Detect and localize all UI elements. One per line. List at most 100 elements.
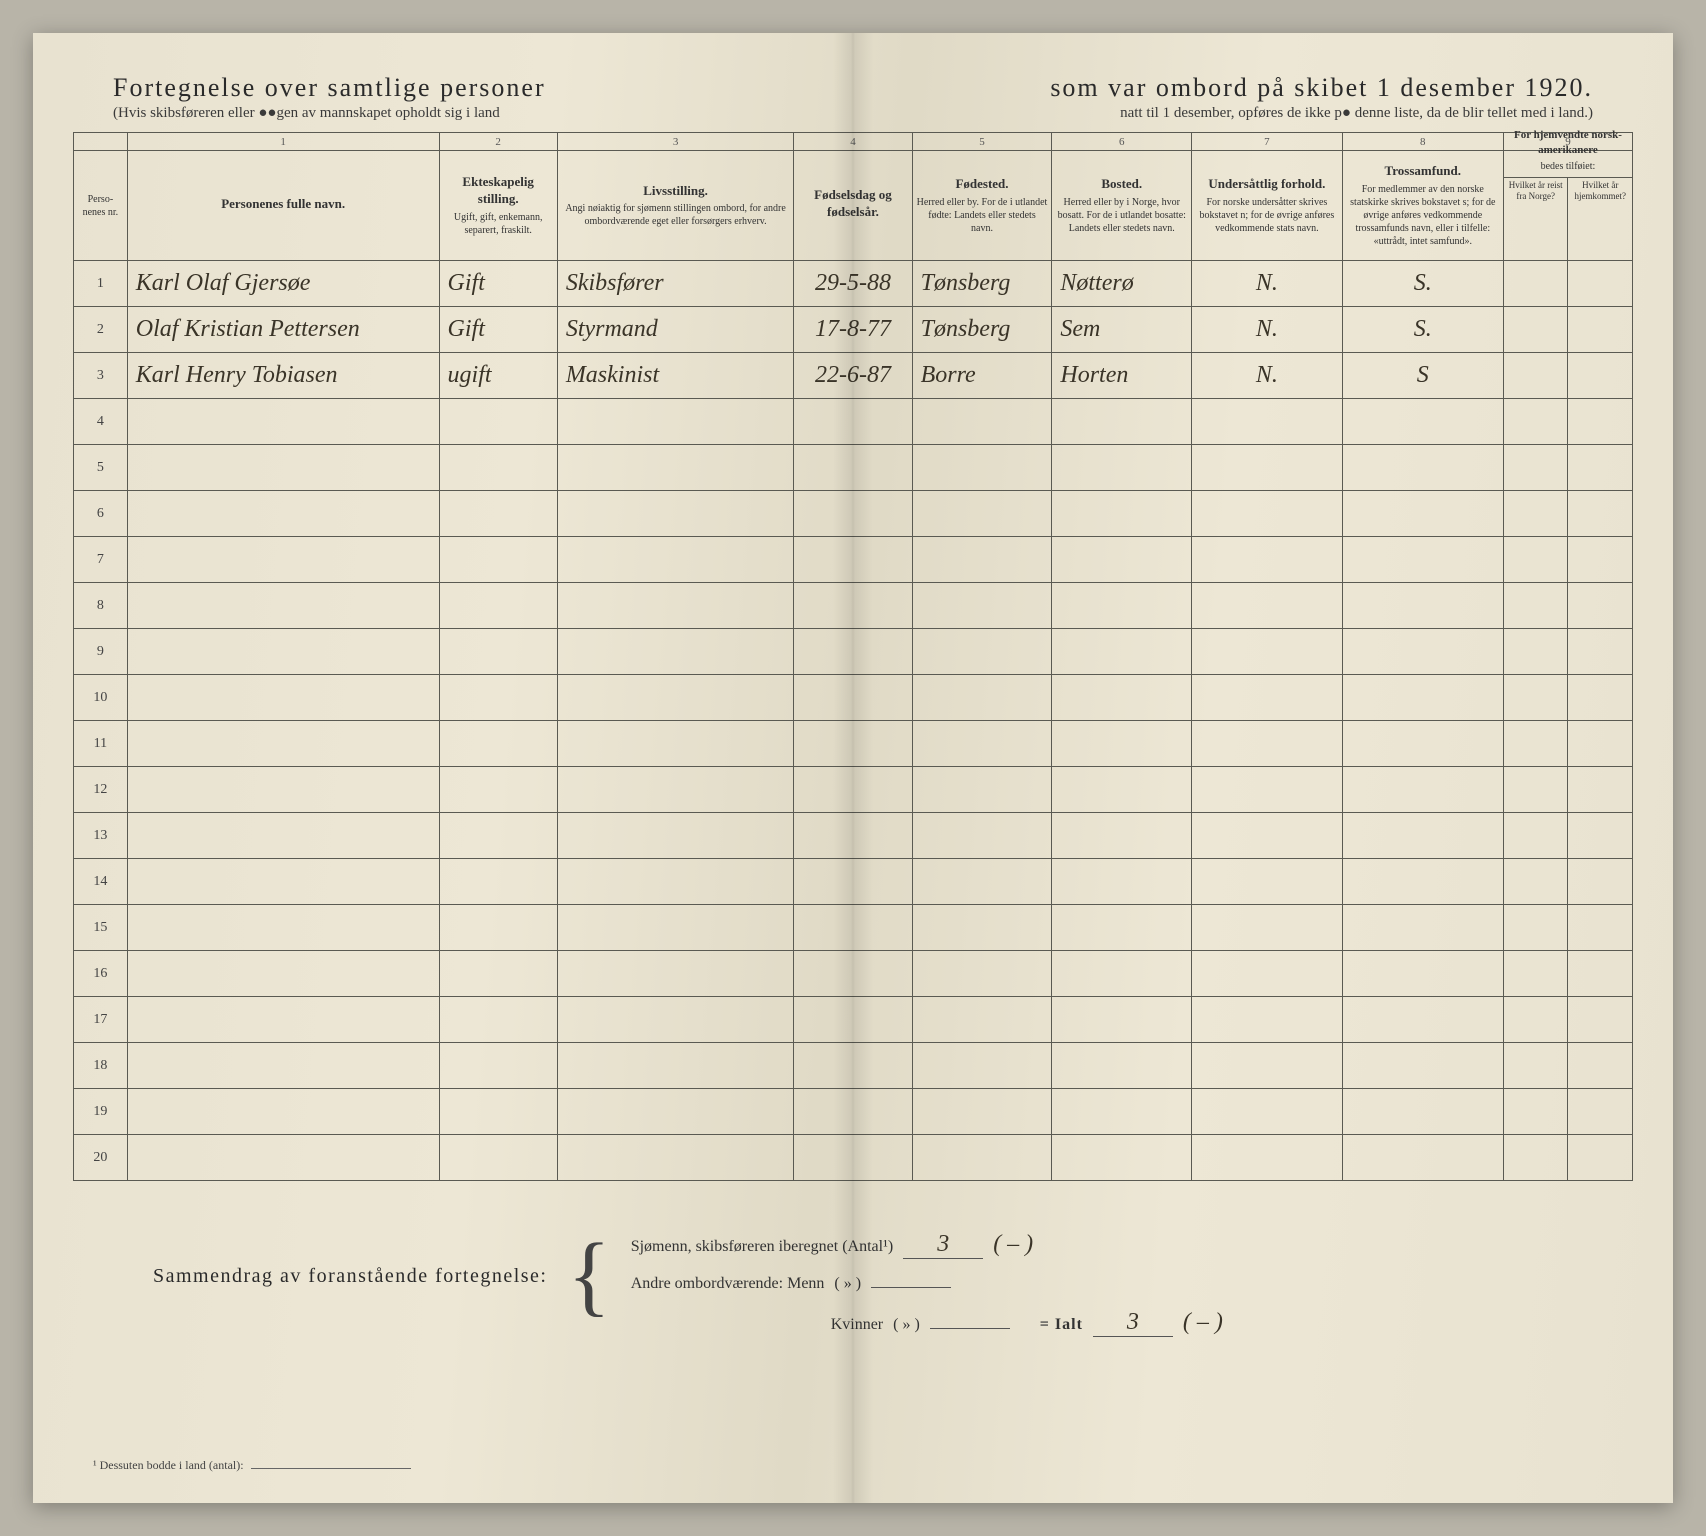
colnum-7: 7 [1192,133,1343,151]
cell-nationality [1192,583,1343,629]
subtitle-right: natt til 1 desember, opføres de ikke p● … [1120,105,1593,122]
cell-dob [794,1089,912,1135]
cell-residence [1052,859,1192,905]
cell-name [127,997,439,1043]
cell-emigrant [1503,491,1632,537]
header-name: Personenes fulle navn. [127,151,439,261]
summary-lines: Sjømenn, skibsføreren iberegnet (Antal¹)… [631,1231,1633,1337]
header-residence: Bosted. Herred eller by i Norge, hvor bo… [1052,151,1192,261]
colnum-6: 6 [1052,133,1192,151]
summary-ialt-suffix: ( – ) [1183,1309,1223,1336]
cell-nationality [1192,1089,1343,1135]
cell-occupation [557,629,794,675]
cell-name [127,905,439,951]
cell-faith [1342,399,1503,445]
table-row: 17 [74,997,1633,1043]
summary-line-men: Andre ombordværende: Menn ( » ) [631,1275,1633,1293]
summary-area: Sammendrag av foranstående fortegnelse: … [73,1231,1633,1337]
summary-men-label: Andre ombordværende: Menn [631,1275,825,1293]
cell-occupation [557,813,794,859]
cell-marital [439,767,557,813]
cell-marital: ugift [439,353,557,399]
row-number: 4 [74,399,128,445]
cell-residence [1052,583,1192,629]
cell-emigrant [1503,997,1632,1043]
summary-label: Sammendrag av foranstående fortegnelse: [153,1231,547,1288]
cell-marital [439,399,557,445]
cell-nationality [1192,445,1343,491]
cell-birthplace [912,1089,1052,1135]
header-nr-text: Perso- nenes nr. [78,193,123,219]
subtitle-left: (Hvis skibsføreren eller ●●gen av mannsk… [113,105,500,122]
colnum-4: 4 [794,133,912,151]
cell-nationality [1192,675,1343,721]
cell-nationality [1192,491,1343,537]
row-number: 16 [74,951,128,997]
cell-nationality [1192,813,1343,859]
summary-seamen-suffix: ( – ) [993,1231,1033,1258]
cell-birthplace [912,629,1052,675]
row-number: 1 [74,261,128,307]
cell-dob [794,629,912,675]
cell-occupation [557,721,794,767]
cell-nationality [1192,905,1343,951]
row-number: 15 [74,905,128,951]
cell-residence [1052,537,1192,583]
cell-faith [1342,905,1503,951]
cell-nationality [1192,951,1343,997]
table-row: 3Karl Henry TobiasenugiftMaskinist22-6-8… [74,353,1633,399]
cell-residence [1052,997,1192,1043]
cell-name [127,537,439,583]
cell-emigrant [1503,675,1632,721]
cell-dob [794,767,912,813]
cell-dob [794,399,912,445]
cell-residence [1052,445,1192,491]
row-number: 12 [74,767,128,813]
cell-faith [1342,675,1503,721]
header-occupation-sub: Angi nøiaktig for sjømenn stillingen omb… [562,202,790,228]
header-faith: Trossamfund. For medlemmer av den norske… [1342,151,1503,261]
row-number: 6 [74,491,128,537]
cell-nationality [1192,629,1343,675]
header-row: Perso- nenes nr. Personenes fulle navn. … [74,151,1633,261]
cell-dob [794,491,912,537]
cell-faith [1342,721,1503,767]
row-number: 11 [74,721,128,767]
header-dob-title: Fødselsdag og fødselsår. [798,187,907,221]
header-birthplace-sub: Herred eller by. For de i utlandet fødte… [917,196,1048,235]
cell-faith [1342,629,1503,675]
cell-name [127,399,439,445]
cell-occupation [557,583,794,629]
cell-occupation: Skibsfører [557,261,794,307]
cell-faith: S. [1342,261,1503,307]
header-emigrant: For hjemvendte norsk-amerikanere bedes t… [1503,151,1632,261]
cell-occupation [557,675,794,721]
header-emigrant-title: For hjemvendte norsk-amerikanere [1506,128,1630,157]
table-row: 18 [74,1043,1633,1089]
cell-residence [1052,1043,1192,1089]
row-number: 17 [74,997,128,1043]
cell-marital: Gift [439,261,557,307]
cell-residence [1052,721,1192,767]
cell-marital [439,537,557,583]
cell-marital [439,997,557,1043]
cell-marital [439,951,557,997]
cell-faith [1342,1043,1503,1089]
cell-nationality [1192,721,1343,767]
table-row: 6 [74,491,1633,537]
cell-emigrant [1503,813,1632,859]
cell-birthplace [912,721,1052,767]
table-row: 11 [74,721,1633,767]
cell-nationality: N. [1192,307,1343,353]
cell-marital [439,445,557,491]
cell-occupation: Styrmand [557,307,794,353]
footnote-line [251,1468,411,1469]
column-number-row: 1 2 3 4 5 6 7 8 9 [74,133,1633,151]
cell-occupation [557,1089,794,1135]
cell-nationality [1192,1135,1343,1181]
cell-birthplace [912,905,1052,951]
header-nationality-title: Undersåttlig forhold. [1196,176,1338,193]
cell-birthplace [912,399,1052,445]
header-residence-title: Bosted. [1056,176,1187,193]
header-name-text: Personenes fulle navn. [132,196,435,213]
